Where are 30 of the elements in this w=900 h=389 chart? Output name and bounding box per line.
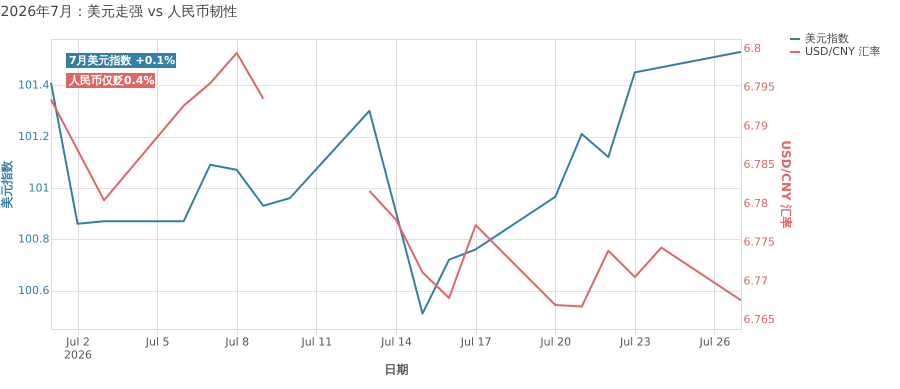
y2-axis-title: USD/CNY 汇率 [778, 140, 793, 229]
chart-title: 2026年7月：美元走强 vs 人民币韧性 [0, 4, 238, 20]
annotation: 人民币仅贬0.4% [68, 74, 155, 87]
y-tick-label: 101.2 [18, 130, 50, 144]
legend-label: USD/CNY 汇率 [805, 45, 880, 58]
y-axis-title: 美元指数 [0, 160, 14, 210]
y-tick-label: 101 [28, 181, 50, 194]
y2-tick-label: 6.78 [744, 196, 768, 210]
x-tick-label: Jul 14 [380, 336, 412, 348]
y2-tick-label: 6.765 [744, 313, 775, 326]
annotation: 7月美元指数 +0.1% [69, 54, 176, 67]
y-tick-label: 101.4 [18, 78, 50, 92]
y2-tick-label: 6.775 [744, 236, 775, 249]
y-tick-label: 100.8 [18, 232, 50, 246]
x-tick-label: Jul 2 2026 [64, 336, 92, 362]
y2-tick-label: 6.785 [744, 158, 775, 172]
y2-tick-label: 6.795 [744, 80, 775, 94]
x-tick-label: Jul 8 [224, 336, 250, 348]
x-tick-label: Jul 5 [144, 336, 170, 348]
x-tick-label: Jul 11 [300, 336, 332, 348]
y2-tick-label: 6.8 [744, 42, 761, 55]
x-tick-label: Jul 23 [618, 336, 651, 348]
legend-label: 美元指数 [805, 32, 849, 45]
x-axis-title: 日期 [384, 362, 408, 376]
y2-tick-label: 6.77 [744, 274, 768, 288]
y2-tick-label: 6.79 [744, 119, 768, 132]
y-tick-label: 100.6 [18, 284, 50, 298]
x-tick-label: Jul 20 [539, 336, 572, 348]
x-tick-label: Jul 26 [698, 336, 730, 348]
x-tick-label: Jul 17 [460, 336, 492, 348]
